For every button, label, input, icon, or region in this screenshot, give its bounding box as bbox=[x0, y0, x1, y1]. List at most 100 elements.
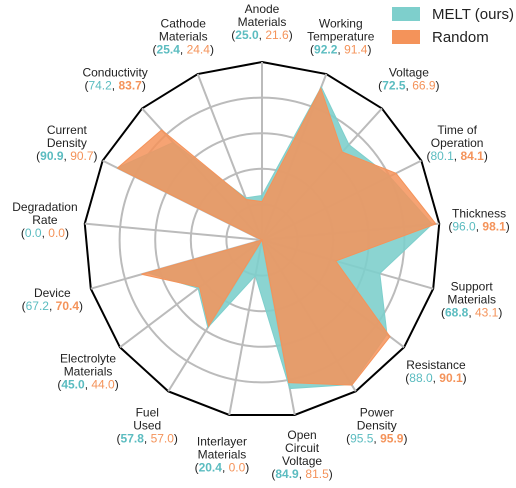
value-label-part: , bbox=[42, 226, 49, 240]
value-label-part: 0.0 bbox=[48, 226, 65, 240]
value-label: (95.5, 95.9) bbox=[346, 431, 407, 445]
category-label: Voltage bbox=[389, 65, 429, 79]
value-label-part: 68.8 bbox=[445, 306, 469, 320]
value-label: (80.1, 84.1) bbox=[426, 149, 487, 163]
value-label-part: , bbox=[433, 371, 440, 385]
value-label-part: 96.0 bbox=[452, 219, 476, 233]
value-label: (25.0, 21.6) bbox=[231, 28, 292, 42]
value-label-part: 92.2 bbox=[314, 43, 338, 57]
value-label-part: ( bbox=[405, 371, 409, 385]
value-label-part: 0.0 bbox=[229, 460, 246, 474]
value-label-part: 67.2 bbox=[26, 299, 50, 313]
value-label-part: 25.0 bbox=[235, 28, 259, 42]
value-label-part: 98.1 bbox=[482, 219, 506, 233]
value-label-part: 90.7 bbox=[70, 149, 94, 163]
value-label-part: ) bbox=[329, 467, 333, 481]
value-label-part: ) bbox=[289, 28, 293, 42]
value-label-part: ( bbox=[117, 431, 121, 445]
category-label: Conductivity bbox=[82, 65, 147, 79]
value-label-part: 81.5 bbox=[305, 467, 329, 481]
value-label-part: , bbox=[85, 377, 92, 391]
value-label: (74.2, 83.7) bbox=[84, 78, 145, 92]
value-label-part: ( bbox=[21, 226, 25, 240]
value-label-part: 88.0 bbox=[409, 371, 433, 385]
category-label: Cathode Materials bbox=[159, 17, 208, 44]
value-label-part: 57.8 bbox=[121, 431, 145, 445]
value-label-part: , bbox=[406, 78, 413, 92]
value-label-part: , bbox=[222, 460, 229, 474]
category-label: Time of Operation bbox=[431, 123, 484, 150]
value-label-part: ) bbox=[79, 299, 83, 313]
value-label-part: 95.5 bbox=[350, 431, 374, 445]
value-label-part: , bbox=[64, 149, 71, 163]
value-label-part: ) bbox=[174, 431, 178, 445]
value-label-part: , bbox=[468, 306, 475, 320]
value-label-part: ) bbox=[245, 460, 249, 474]
value-label-part: ( bbox=[426, 149, 430, 163]
value-label: (25.4, 24.4) bbox=[153, 43, 214, 57]
value-label: (72.5, 66.9) bbox=[378, 78, 439, 92]
value-label-part: ( bbox=[448, 219, 452, 233]
value-label-part: 84.1 bbox=[460, 149, 484, 163]
value-label-part: , bbox=[144, 431, 151, 445]
value-label-part: , bbox=[112, 78, 119, 92]
value-label-part: ( bbox=[346, 431, 350, 445]
value-label-part: 20.4 bbox=[199, 460, 223, 474]
outer-frame bbox=[83, 60, 441, 416]
value-label-part: 84.9 bbox=[275, 467, 299, 481]
value-label-part: 83.7 bbox=[118, 78, 142, 92]
category-label: Thickness bbox=[452, 206, 506, 220]
value-label-part: 70.4 bbox=[56, 299, 80, 313]
value-label: (96.0, 98.1) bbox=[448, 219, 509, 233]
value-label-part: 25.4 bbox=[157, 43, 181, 57]
value-label-part: 72.5 bbox=[382, 78, 406, 92]
value-label: (84.9, 81.5) bbox=[271, 467, 332, 481]
value-label: (0.0, 0.0) bbox=[21, 226, 69, 240]
value-label: (88.0, 90.1) bbox=[405, 371, 466, 385]
value-label-part: , bbox=[180, 43, 187, 57]
value-label-part: ) bbox=[506, 219, 510, 233]
value-label: (67.2, 70.4) bbox=[22, 299, 83, 313]
value-label-part: 43.1 bbox=[475, 306, 499, 320]
value-label-part: , bbox=[49, 299, 56, 313]
category-label: Device bbox=[34, 286, 71, 300]
value-label-part: 0.0 bbox=[25, 226, 42, 240]
value-label-part: ) bbox=[65, 226, 69, 240]
value-label-part: ) bbox=[436, 78, 440, 92]
category-label: Power Density bbox=[357, 405, 397, 432]
series-area bbox=[116, 87, 437, 386]
value-label-part: ( bbox=[441, 306, 445, 320]
value-label-part: ( bbox=[36, 149, 40, 163]
value-label-part: 90.9 bbox=[40, 149, 64, 163]
value-label-part: ( bbox=[153, 43, 157, 57]
value-label: (45.0, 44.0) bbox=[57, 377, 118, 391]
value-label: (20.4, 0.0) bbox=[195, 460, 250, 474]
value-label-part: 80.1 bbox=[430, 149, 454, 163]
value-label-part: ( bbox=[84, 78, 88, 92]
value-label-part: 44.0 bbox=[91, 377, 115, 391]
value-label-part: ) bbox=[367, 43, 371, 57]
value-label-part: ( bbox=[57, 377, 61, 391]
value-label-part: ( bbox=[231, 28, 235, 42]
value-label: (68.8, 43.1) bbox=[441, 306, 502, 320]
value-label-part: ( bbox=[310, 43, 314, 57]
category-label: Interlayer Materials bbox=[197, 434, 247, 461]
category-label: Working Temperature bbox=[307, 17, 375, 44]
value-label-part: 91.4 bbox=[344, 43, 368, 57]
value-label-part: 21.6 bbox=[265, 28, 289, 42]
category-label: Electrolyte Materials bbox=[60, 351, 116, 378]
value-label: (57.8, 57.0) bbox=[117, 431, 178, 445]
value-label-part: ) bbox=[210, 43, 214, 57]
value-label-part: ) bbox=[115, 377, 119, 391]
category-label: Degradation Rate bbox=[12, 200, 77, 227]
value-label-part: ) bbox=[94, 149, 98, 163]
value-label: (90.9, 90.7) bbox=[36, 149, 97, 163]
spoke bbox=[84, 222, 263, 241]
value-label-part: 57.0 bbox=[151, 431, 175, 445]
category-label: Support Materials bbox=[447, 280, 496, 307]
value-label-part: , bbox=[337, 43, 344, 57]
value-label-part: ) bbox=[498, 306, 502, 320]
category-label: Anode Materials bbox=[238, 2, 287, 29]
legend-swatch bbox=[392, 7, 420, 21]
